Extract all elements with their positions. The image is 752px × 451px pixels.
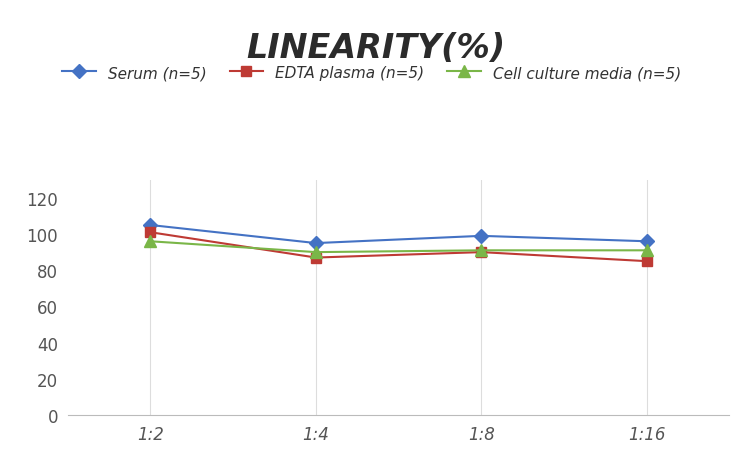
EDTA plasma (n=5): [311, 255, 320, 261]
Line: Cell culture media (n=5): Cell culture media (n=5): [145, 236, 652, 258]
Cell culture media (n=5): [477, 248, 486, 253]
Cell culture media (n=5): [146, 239, 155, 244]
Cell culture media (n=5): [642, 248, 651, 253]
EDTA plasma (n=5): [642, 259, 651, 264]
Serum (n=5): [477, 234, 486, 239]
Cell culture media (n=5): [311, 250, 320, 255]
Text: LINEARITY(%): LINEARITY(%): [247, 32, 505, 64]
Line: EDTA plasma (n=5): EDTA plasma (n=5): [146, 228, 651, 267]
Serum (n=5): [146, 223, 155, 228]
Line: Serum (n=5): Serum (n=5): [146, 221, 651, 249]
EDTA plasma (n=5): [146, 230, 155, 235]
Serum (n=5): [311, 241, 320, 246]
EDTA plasma (n=5): [477, 250, 486, 255]
Serum (n=5): [642, 239, 651, 244]
Legend: Serum (n=5), EDTA plasma (n=5), Cell culture media (n=5): Serum (n=5), EDTA plasma (n=5), Cell cul…: [62, 66, 681, 81]
